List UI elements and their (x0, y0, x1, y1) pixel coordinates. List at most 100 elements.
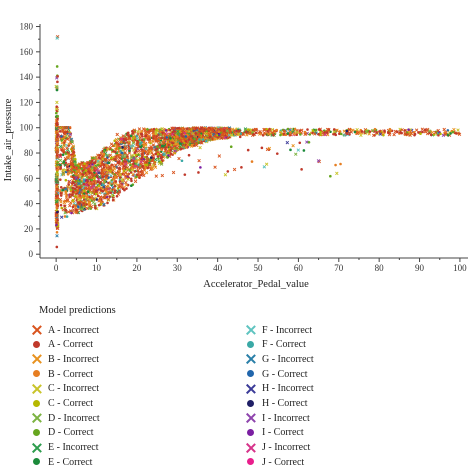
data-point (61, 128, 65, 133)
x-tick-label: 0 (54, 263, 59, 273)
data-point (113, 157, 117, 161)
legend-label: I - Correct (262, 427, 304, 439)
data-point (114, 180, 118, 183)
data-point (58, 144, 63, 149)
data-point (159, 157, 163, 160)
data-point (165, 143, 169, 147)
x-axis-title: Accelerator_Pedal_value (203, 279, 309, 290)
data-point (113, 139, 116, 143)
legend: Model predictions A - Incorrect A - Corre… (32, 301, 452, 471)
data-point (197, 132, 201, 136)
data-point (115, 194, 119, 198)
data-point (427, 129, 432, 133)
data-point (71, 205, 75, 209)
data-point (113, 185, 116, 188)
data-point (179, 147, 183, 151)
data-point (96, 153, 100, 157)
data-point (54, 107, 59, 111)
data-point (159, 160, 163, 164)
data-point (288, 132, 293, 137)
data-point (88, 195, 91, 199)
data-point (163, 132, 167, 136)
data-point (71, 175, 75, 179)
data-point (130, 166, 134, 169)
data-point (118, 147, 121, 150)
data-point (127, 151, 132, 155)
data-point (329, 174, 332, 178)
data-point (66, 172, 70, 176)
data-point (151, 143, 156, 147)
data-point (207, 138, 212, 142)
data-point (97, 203, 101, 207)
data-point (137, 173, 141, 177)
data-point (167, 154, 170, 157)
data-point (68, 203, 72, 208)
data-point (241, 132, 246, 136)
data-point (135, 143, 139, 147)
data-point (165, 136, 169, 139)
data-point (71, 152, 76, 156)
data-point (103, 193, 108, 197)
data-point (443, 132, 448, 137)
data-point (173, 149, 177, 153)
data-point (107, 190, 111, 195)
data-point (154, 148, 158, 151)
data-point (97, 171, 101, 175)
data-point (316, 159, 321, 163)
data-point (127, 136, 132, 141)
data-point (54, 126, 59, 131)
legend-item: A - Correct (32, 338, 93, 352)
data-point (70, 155, 74, 158)
cross-marker-icon (32, 325, 42, 335)
data-point (134, 153, 138, 157)
y-tick-label: 160 (20, 47, 34, 57)
data-point (308, 133, 312, 136)
data-point (54, 138, 59, 142)
data-point (152, 145, 157, 149)
data-point (73, 187, 77, 190)
data-point (55, 188, 60, 192)
data-point (110, 180, 114, 184)
data-point (144, 134, 148, 138)
data-point (230, 127, 235, 131)
data-point (184, 135, 188, 138)
data-point (118, 173, 123, 177)
data-point (61, 171, 66, 176)
data-point (95, 189, 98, 192)
y-tick-label: 120 (20, 97, 34, 107)
data-point (140, 148, 144, 151)
data-point (433, 130, 438, 135)
data-point (66, 168, 69, 172)
data-point (100, 162, 104, 167)
data-point (177, 137, 181, 141)
data-point (122, 164, 126, 168)
data-point (106, 197, 111, 201)
data-point (105, 163, 109, 168)
data-point (56, 168, 59, 172)
data-point (106, 201, 109, 205)
x-tick-label: 80 (375, 263, 385, 273)
data-point (55, 36, 59, 40)
data-point (226, 135, 230, 140)
data-point (151, 137, 155, 140)
data-point (164, 129, 168, 132)
data-point (226, 170, 230, 173)
data-point (126, 131, 130, 135)
data-point (282, 129, 286, 133)
data-point (73, 161, 78, 166)
data-point (56, 75, 59, 78)
data-point (96, 194, 100, 198)
data-point (169, 137, 172, 140)
data-point (124, 170, 128, 175)
data-point (254, 127, 258, 132)
data-point (194, 132, 198, 135)
data-point (166, 156, 169, 159)
x-tick-label: 40 (213, 263, 223, 273)
legend-label: F - Correct (262, 339, 306, 351)
data-point (114, 150, 117, 154)
dot-marker-icon (32, 457, 42, 467)
data-point (233, 132, 237, 137)
data-point (187, 153, 191, 157)
data-point (77, 201, 80, 204)
data-point (208, 135, 212, 139)
